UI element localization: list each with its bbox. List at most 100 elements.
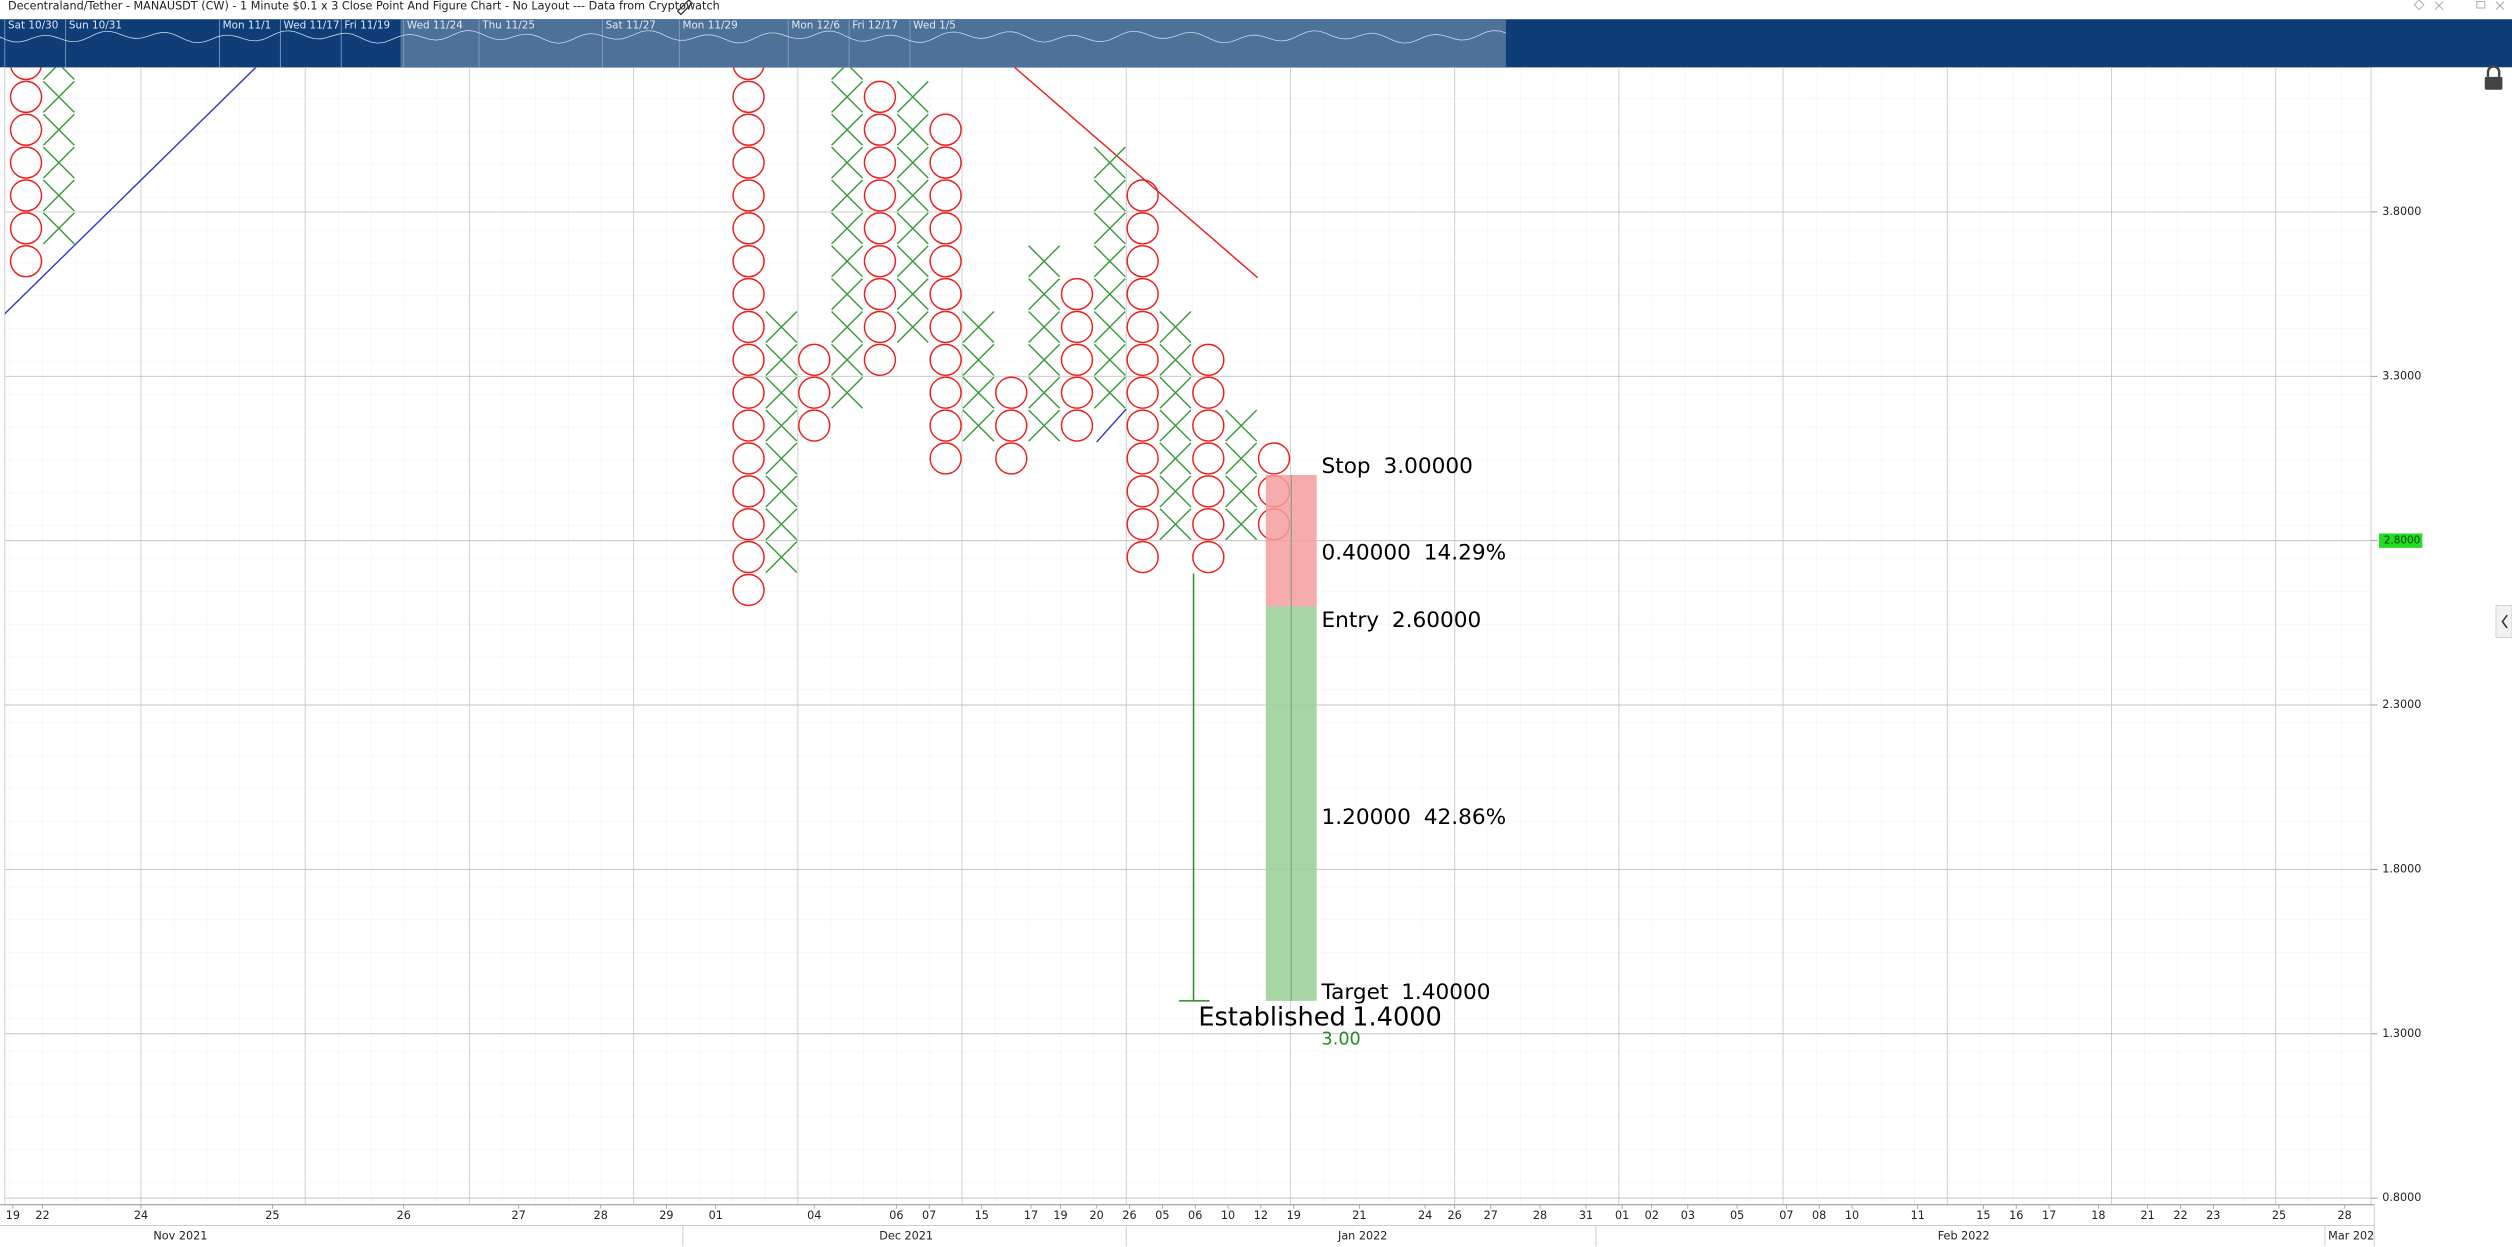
- trend-line: [1096, 408, 1127, 443]
- o-box: [1192, 343, 1225, 377]
- o-box: [863, 80, 897, 114]
- x-box: [962, 343, 995, 376]
- o-box: [1192, 409, 1225, 442]
- x-tick-label: 19: [6, 1209, 20, 1222]
- pencil-icon[interactable]: [676, 0, 693, 16]
- month-label: Dec 2021: [879, 1230, 933, 1243]
- month-label: Feb 2022: [1938, 1230, 1990, 1243]
- x-box: [896, 146, 929, 179]
- o-box: [863, 310, 897, 344]
- navigator-label: Mon 11/29: [682, 20, 737, 32]
- rr-label: 0.40000 14.29%: [1322, 540, 1507, 565]
- o-column: [798, 343, 831, 442]
- x-tick-label: 27: [1484, 1209, 1498, 1222]
- o-box: [798, 343, 831, 377]
- o-box: [1126, 475, 1159, 508]
- o-box: [732, 508, 765, 541]
- navigator-label: Wed 11/17: [284, 20, 340, 32]
- x-tick-label: 28: [1533, 1209, 1547, 1222]
- x-tick-label: 24: [134, 1209, 148, 1222]
- chart-title: Decentraland/Tether - MANAUSDT (CW) - 1 …: [8, 0, 720, 12]
- x-box: [1093, 278, 1126, 311]
- x-tick-label: 19: [1053, 1209, 1067, 1222]
- x-box: [1028, 376, 1061, 409]
- established-label: Established 1.4000: [1198, 1003, 1442, 1033]
- navigator-label: Sun 10/31: [69, 20, 122, 32]
- month-label: Nov 2021: [153, 1230, 207, 1243]
- x-box: [1028, 409, 1061, 442]
- o-box: [732, 245, 765, 278]
- o-box: [732, 179, 765, 212]
- last-price-tag: [2379, 533, 2423, 548]
- o-box: [929, 409, 962, 442]
- o-box: [732, 113, 765, 146]
- o-box: [9, 245, 43, 278]
- x-tick-label: 06: [1188, 1209, 1202, 1222]
- x-box: [1028, 343, 1061, 376]
- reward-percent: 42.86%: [1424, 805, 1506, 830]
- navigator-label: Mon 12/6: [791, 20, 840, 32]
- x-tick-label: 15: [975, 1209, 989, 1222]
- x-box: [1093, 179, 1126, 212]
- x-box: [1159, 310, 1192, 343]
- o-box: [732, 212, 765, 245]
- o-box: [929, 113, 962, 146]
- o-box: [732, 573, 765, 607]
- x-box: [896, 113, 929, 146]
- x-box: [1093, 343, 1126, 376]
- x-box: [765, 541, 798, 574]
- x-column: [1225, 409, 1258, 541]
- x-box: [1159, 508, 1192, 541]
- o-column: [9, 67, 43, 278]
- o-box: [1126, 245, 1159, 278]
- x-tick-label: 08: [1812, 1209, 1826, 1222]
- o-box: [929, 343, 962, 377]
- x-box: [896, 245, 929, 278]
- x-tick-label: 05: [1730, 1209, 1744, 1222]
- x-tick-label: 10: [1845, 1209, 1859, 1222]
- x-tick-label: 07: [922, 1209, 936, 1222]
- o-column: [995, 376, 1028, 475]
- x-tick-label: 16: [2009, 1209, 2023, 1222]
- x-tick-label: 27: [512, 1209, 526, 1222]
- o-column: [1060, 277, 1094, 442]
- x-box: [42, 67, 75, 80]
- o-column: [929, 113, 962, 475]
- o-box: [9, 113, 43, 146]
- target-value: 1.40000: [1401, 980, 1490, 1005]
- x-tick-label: 01: [1615, 1209, 1629, 1222]
- navigator-line: [0, 30, 1507, 44]
- top-icons[interactable]: [2413, 0, 2505, 11]
- rr-label: Stop 3.00000: [1322, 454, 1473, 479]
- x-tick-label: 17: [1024, 1209, 1038, 1222]
- o-box: [929, 442, 962, 475]
- x-column: [831, 67, 864, 409]
- o-box: [798, 376, 831, 409]
- x-box: [962, 310, 995, 343]
- x-tick-label: 24: [1418, 1209, 1432, 1222]
- o-box: [863, 245, 897, 278]
- x-box: [1093, 310, 1126, 343]
- x-tick-label: 18: [2091, 1209, 2105, 1222]
- o-box: [1192, 475, 1225, 508]
- x-box: [1225, 409, 1258, 442]
- x-box: [831, 343, 864, 376]
- x-box: [831, 67, 864, 80]
- x-box: [1093, 146, 1126, 179]
- o-box: [1126, 179, 1159, 212]
- navigator-label: Sat 10/30: [8, 20, 58, 32]
- navigator-selection[interactable]: [400, 19, 1506, 68]
- lock-icon[interactable]: [2484, 65, 2503, 90]
- o-box: [929, 179, 962, 212]
- x-box: [765, 310, 798, 343]
- x-column: [1028, 245, 1061, 442]
- collapse-tab[interactable]: [2495, 605, 2512, 638]
- o-box: [9, 179, 43, 212]
- o-box: [863, 212, 897, 245]
- navigator[interactable]: Sat 10/30 Sun 10/31 Mon 11/1 Wed 11/17 Fri 1…: [0, 19, 2512, 68]
- month-label: Mar 202: [2328, 1230, 2374, 1243]
- x-tick-label: 23: [2206, 1209, 2220, 1222]
- o-box: [995, 409, 1028, 442]
- o-box: [995, 442, 1028, 475]
- o-box: [929, 245, 962, 278]
